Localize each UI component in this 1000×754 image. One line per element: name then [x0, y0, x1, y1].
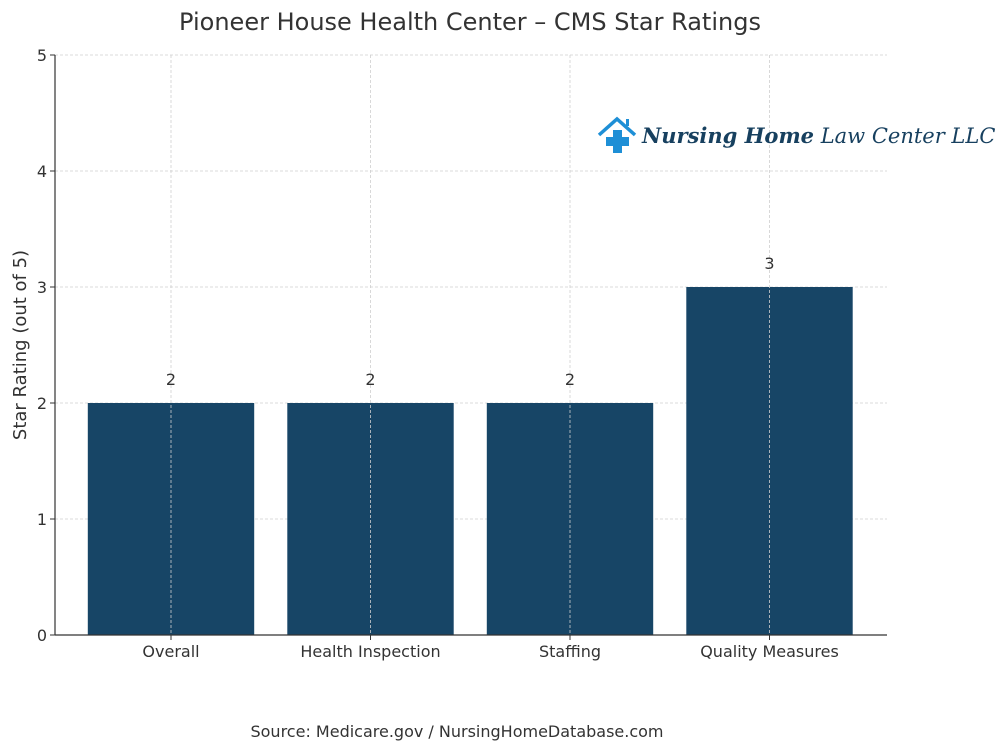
data-label: 2 — [565, 370, 575, 389]
y-tick-label: 4 — [37, 162, 47, 181]
y-tick-label: 2 — [37, 394, 47, 413]
data-label: 2 — [166, 370, 176, 389]
logo-bold-text: Nursing Home — [642, 122, 815, 148]
x-tick-label: Quality Measures — [700, 642, 839, 661]
x-tick-label: Overall — [142, 642, 199, 661]
y-tick-label: 0 — [37, 626, 47, 645]
data-label: 2 — [365, 370, 375, 389]
y-tick-label: 5 — [37, 46, 47, 65]
logo-regular-text: Law Center LLC — [820, 123, 996, 148]
logo: Nursing Home Law Center LLC — [596, 115, 995, 155]
house-cross-icon — [597, 116, 637, 153]
y-tick-label: 1 — [37, 510, 47, 529]
x-tick-label: Staffing — [539, 642, 601, 661]
y-tick-label: 3 — [37, 278, 47, 297]
chart-title: Pioneer House Health Center – CMS Star R… — [179, 8, 761, 36]
y-axis-label: Star Rating (out of 5) — [10, 250, 31, 440]
data-label: 3 — [764, 254, 774, 273]
source-note: Source: Medicare.gov / NursingHomeDataba… — [250, 722, 663, 741]
x-tick-label: Health Inspection — [300, 642, 440, 661]
